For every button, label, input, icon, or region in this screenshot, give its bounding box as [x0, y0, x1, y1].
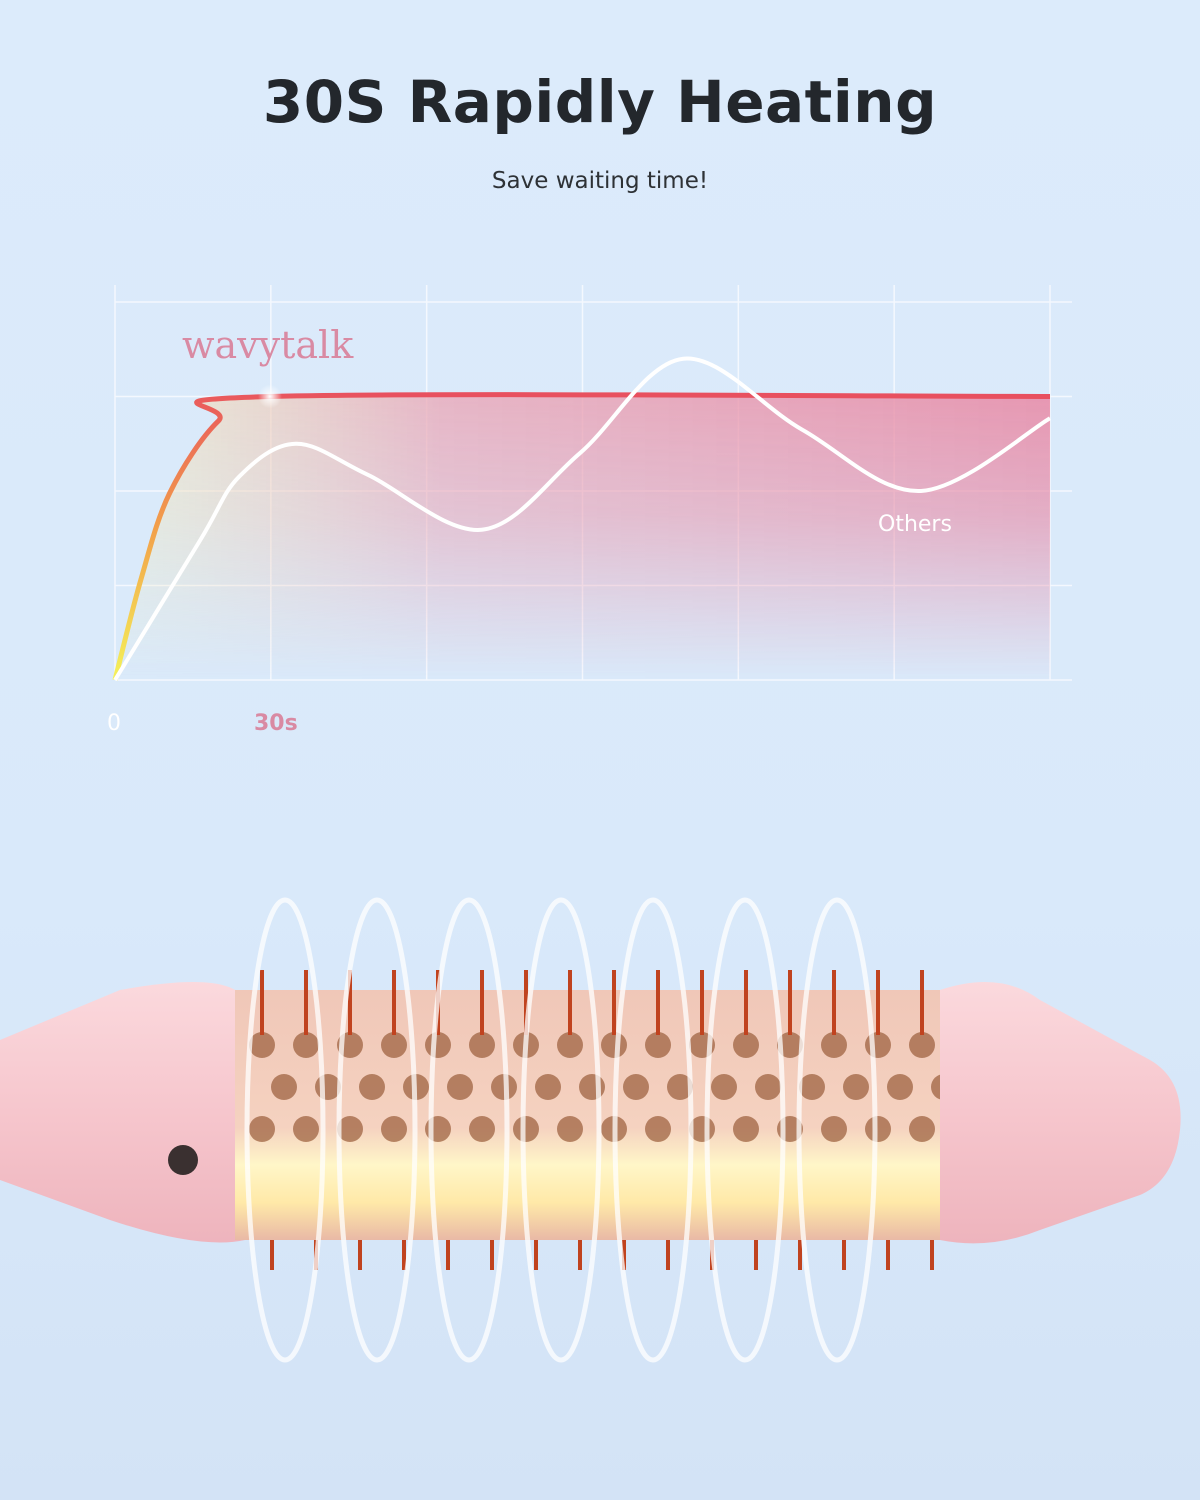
- barrel-hole: [909, 1032, 935, 1058]
- button-icon: [168, 1145, 198, 1175]
- barrel-hole: [645, 1032, 671, 1058]
- heat-wave-ring: [428, 897, 510, 1363]
- barrel-hole: [381, 1116, 407, 1142]
- barrel-hole: [513, 1116, 539, 1142]
- barrel-hole: [359, 1074, 385, 1100]
- wavytalk-series-label: wavytalk: [182, 323, 354, 367]
- wavytalk-area: [115, 394, 1050, 680]
- barrel-hole: [381, 1032, 407, 1058]
- barrel: [235, 990, 950, 1240]
- barrel-hole: [469, 1116, 495, 1142]
- barrel-hole: [337, 1116, 363, 1142]
- barrel-hole: [623, 1074, 649, 1100]
- heating-chart: wavytalk Others 0 30s: [107, 285, 1072, 736]
- barrel-hole: [733, 1032, 759, 1058]
- barrel-hole: [909, 1116, 935, 1142]
- barrel-hole: [799, 1074, 825, 1100]
- barrel-hole: [557, 1116, 583, 1142]
- barrel-hole: [249, 1032, 275, 1058]
- page-subtitle: Save waiting time!: [491, 168, 709, 194]
- barrel-hole: [271, 1074, 297, 1100]
- barrel-hole: [293, 1032, 319, 1058]
- handle: [0, 982, 245, 1243]
- others-series-line: [113, 356, 1051, 682]
- wavytalk-series-line: [112, 392, 1051, 681]
- heat-wave-ring: [704, 897, 786, 1363]
- barrel-hole: [711, 1074, 737, 1100]
- barrel-hole: [601, 1032, 627, 1058]
- barrel-hole: [887, 1074, 913, 1100]
- 30s-marker: [257, 384, 282, 409]
- heat-wave-ring: [520, 897, 602, 1363]
- barrel-hole: [447, 1074, 473, 1100]
- barrel-hole: [821, 1032, 847, 1058]
- barrel-hole: [645, 1116, 671, 1142]
- barrel-hole: [249, 1116, 275, 1142]
- barrel-hole: [425, 1032, 451, 1058]
- barrel-hole: [843, 1074, 869, 1100]
- barrel-hole: [865, 1116, 891, 1142]
- barrel-hole: [733, 1116, 759, 1142]
- others-series-label: Others: [878, 512, 952, 537]
- barrel-hole: [865, 1032, 891, 1058]
- barrel-hole: [667, 1074, 693, 1100]
- x-tick-0: 0: [107, 711, 121, 736]
- x-tick-30s: 30s: [254, 711, 298, 736]
- barrel-hole: [469, 1032, 495, 1058]
- barrel-hole: [821, 1116, 847, 1142]
- barrel-hole: [535, 1074, 561, 1100]
- heat-wave-ring: [336, 897, 418, 1363]
- barrel-hole: [755, 1074, 781, 1100]
- page-title: 30S Rapidly Heating: [262, 68, 938, 136]
- heat-wave-ring: [612, 897, 694, 1363]
- heat-wave-ring: [796, 897, 878, 1363]
- end-cap: [940, 982, 1181, 1244]
- barrel-hole: [777, 1032, 803, 1058]
- barrel-hole: [293, 1116, 319, 1142]
- hot-air-brush-image: [0, 897, 1181, 1363]
- heat-wave-ring: [244, 897, 326, 1363]
- barrel-hole: [557, 1032, 583, 1058]
